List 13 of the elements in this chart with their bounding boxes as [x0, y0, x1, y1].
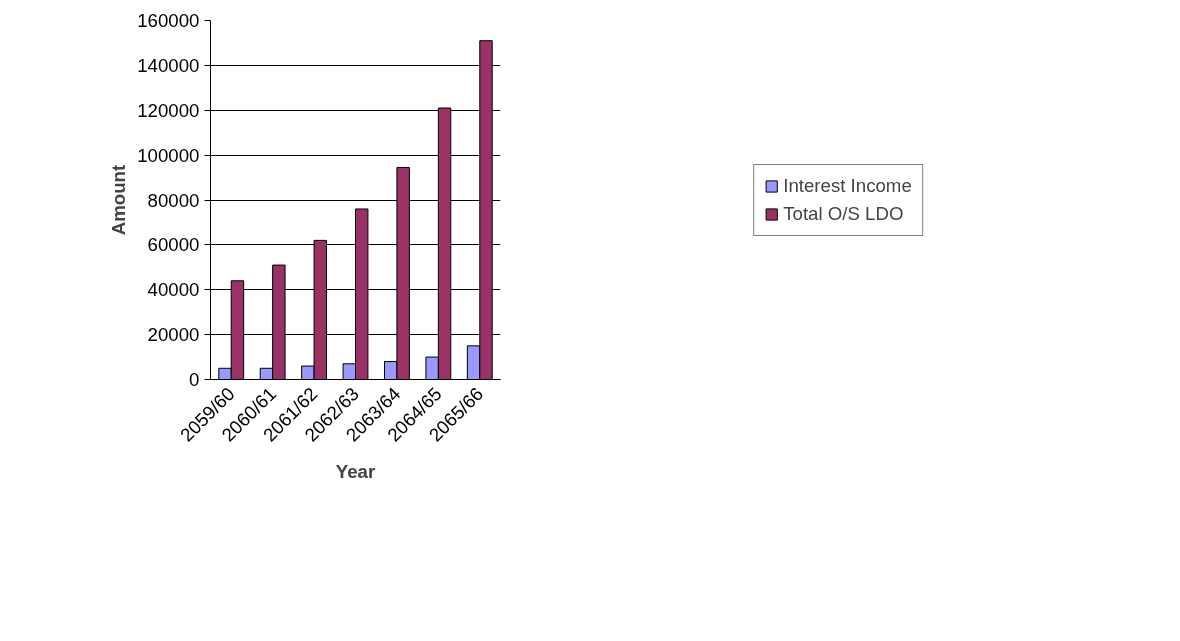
- y-tick-label: 120000: [137, 99, 200, 121]
- y-axis-title: Amount: [108, 164, 130, 236]
- y-tick-label: 100000: [137, 144, 200, 166]
- y-tick-label: 40000: [147, 279, 200, 301]
- y-tick-label: 20000: [147, 324, 200, 346]
- legend-label: Interest Income: [783, 174, 912, 197]
- legend-label: Total O/S LDO: [783, 202, 904, 225]
- y-tick-label: 80000: [147, 189, 200, 211]
- y-tick-label: 140000: [137, 54, 200, 76]
- y-tick-label: 0: [189, 369, 200, 390]
- x-axis-title: Year: [335, 461, 376, 483]
- y-tick-label: 60000: [147, 234, 200, 256]
- y-tick-label: 160000: [137, 10, 200, 31]
